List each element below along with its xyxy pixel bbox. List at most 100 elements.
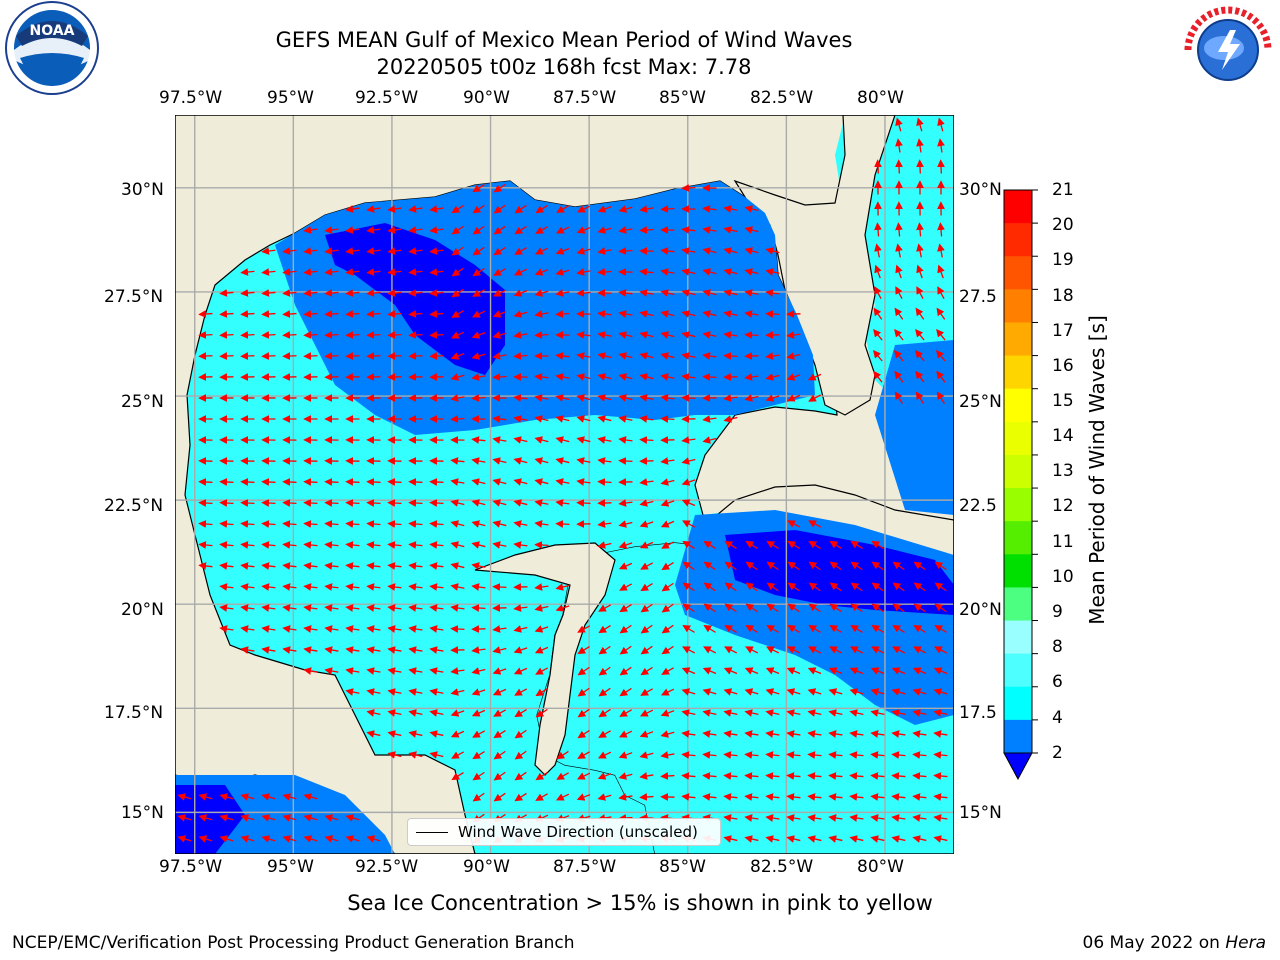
- wind-wave-arrow: [472, 792, 485, 802]
- wind-wave-arrow: [303, 247, 318, 255]
- lon-tick-top-5: 87.5°W: [553, 88, 617, 108]
- wind-wave-arrow: [492, 436, 507, 444]
- wind-wave-arrow: [807, 688, 822, 696]
- wind-wave-arrow: [429, 352, 444, 360]
- wind-wave-arrow: [936, 370, 946, 383]
- wind-wave-arrow: [219, 541, 234, 549]
- wind-wave-arrow: [556, 772, 569, 780]
- map-panel: [175, 115, 954, 854]
- wind-wave-arrow: [198, 793, 213, 801]
- wind-wave-arrow: [934, 561, 947, 571]
- wind-wave-arrow: [618, 310, 633, 318]
- wind-wave-arrow: [387, 625, 402, 633]
- wind-wave-arrow: [240, 583, 255, 591]
- wind-wave-arrow: [282, 520, 297, 528]
- wind-wave-arrow: [934, 582, 947, 592]
- wind-wave-arrow: [450, 625, 465, 633]
- wind-wave-arrow: [535, 226, 548, 234]
- wind-wave-arrow: [261, 247, 276, 255]
- wind-wave-arrow: [471, 457, 486, 465]
- credit-text: NCEP/EMC/Verification Post Processing Pr…: [12, 933, 575, 953]
- wind-wave-arrow: [576, 436, 591, 444]
- wind-wave-arrow: [870, 709, 885, 717]
- wind-wave-arrow: [912, 772, 927, 780]
- wind-wave-arrow: [786, 688, 801, 696]
- wind-wave-arrow: [597, 352, 612, 360]
- wind-wave-arrow: [492, 415, 507, 423]
- wind-wave-arrow: [786, 835, 801, 843]
- wind-wave-arrow: [786, 730, 801, 738]
- wind-wave-arrow: [934, 624, 947, 633]
- wind-wave-arrow: [534, 331, 549, 339]
- wind-wave-arrow: [471, 646, 486, 654]
- wind-wave-arrow: [471, 604, 486, 612]
- wind-wave-arrow: [366, 520, 381, 528]
- wind-wave-arrow: [912, 793, 927, 801]
- wind-wave-arrow: [345, 541, 360, 549]
- wind-wave-arrow: [724, 646, 738, 654]
- wind-wave-arrow: [408, 646, 423, 654]
- wind-wave-arrow: [198, 331, 213, 339]
- wind-wave-arrow: [450, 331, 465, 339]
- wind-wave-arrow: [661, 645, 674, 655]
- wind-wave-arrow: [429, 268, 444, 276]
- colorbar-tick-9: 13: [1052, 461, 1074, 481]
- wind-wave-arrow: [807, 667, 822, 675]
- wind-wave-arrow: [702, 751, 717, 759]
- wind-wave-arrow: [850, 540, 863, 549]
- wind-wave-arrow: [829, 646, 843, 654]
- wind-wave-arrow: [555, 268, 570, 276]
- wind-wave-arrow: [387, 247, 402, 255]
- wind-wave-arrow: [534, 268, 549, 276]
- wind-wave-arrow: [702, 352, 717, 360]
- wind-wave-arrow: [240, 604, 255, 612]
- lon-tick-bottom-7: 82.5°W: [750, 857, 814, 877]
- wind-wave-arrow: [303, 226, 318, 234]
- wind-wave-arrow: [871, 561, 884, 571]
- wind-wave-arrow: [598, 730, 611, 738]
- wind-wave-arrow: [366, 625, 381, 633]
- wind-wave-arrow: [765, 835, 780, 843]
- colorbar-segment: [1004, 686, 1032, 721]
- wind-wave-arrow: [240, 331, 255, 339]
- wind-wave-arrow: [912, 751, 927, 759]
- wind-wave-arrow: [513, 499, 528, 507]
- wind-wave-arrow: [303, 814, 318, 822]
- wind-wave-arrow: [534, 373, 549, 381]
- wind-wave-arrow: [576, 352, 591, 360]
- wind-wave-arrow: [514, 709, 527, 718]
- wind-wave-arrow: [891, 835, 906, 843]
- lat-tick-right-6: 17.5: [959, 703, 997, 723]
- wind-wave-arrow: [471, 394, 486, 402]
- wind-wave-arrow: [451, 310, 464, 318]
- lat-tick-left-3: 25°N: [121, 392, 164, 412]
- wind-wave-arrow: [324, 814, 339, 822]
- wind-wave-arrow: [429, 625, 444, 633]
- wind-wave-arrow: [786, 352, 801, 360]
- wind-wave-arrow: [555, 226, 570, 234]
- wind-wave-arrow: [240, 562, 255, 570]
- wind-wave-arrow: [639, 394, 654, 402]
- wind-wave-arrow: [765, 751, 780, 759]
- wind-wave-arrow: [702, 289, 717, 297]
- wind-wave-arrow: [240, 499, 255, 507]
- wind-wave-arrow: [870, 688, 885, 696]
- wind-wave-arrow: [849, 772, 864, 780]
- wind-wave-arrow: [660, 730, 675, 738]
- wind-wave-arrow: [681, 247, 696, 255]
- wind-wave-arrow: [766, 561, 779, 571]
- lat-tick-left-6: 17.5°N: [104, 703, 164, 723]
- wind-wave-arrow: [912, 709, 927, 717]
- wind-wave-arrow: [871, 540, 884, 549]
- wind-wave-arrow: [765, 352, 780, 360]
- wind-wave-arrow: [366, 310, 381, 318]
- wind-wave-arrow: [786, 667, 801, 675]
- wind-wave-arrow: [618, 772, 633, 780]
- wind-wave-arrow: [345, 331, 360, 339]
- wind-wave-arrow: [219, 289, 234, 297]
- legend-label: Wind Wave Direction (unscaled): [458, 823, 698, 841]
- wind-wave-arrow: [555, 457, 570, 465]
- wind-wave-arrow: [829, 582, 842, 592]
- wind-wave-arrow: [828, 709, 843, 717]
- wind-wave-arrow: [514, 225, 527, 235]
